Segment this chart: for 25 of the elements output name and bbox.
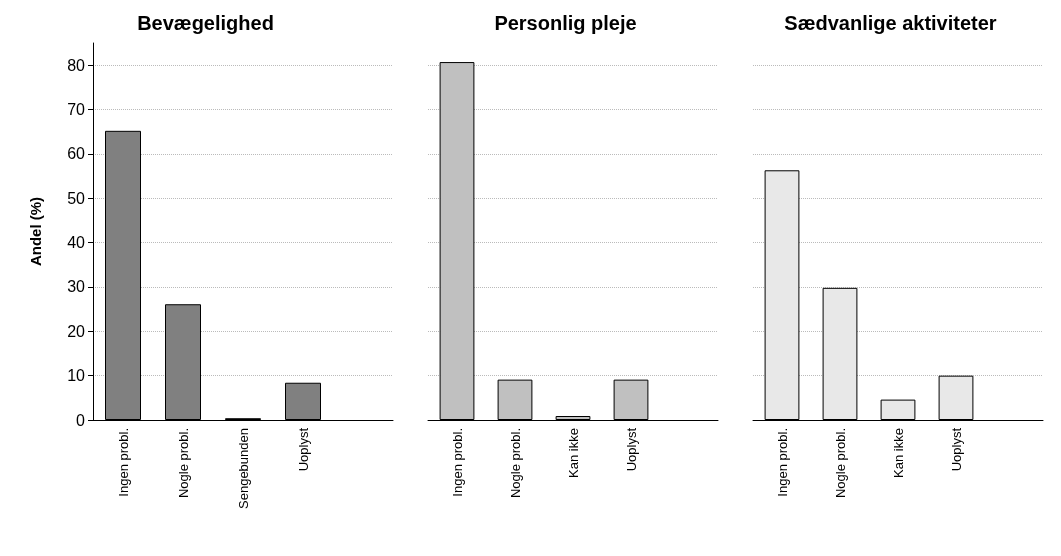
x-tick-label: Kan ikke <box>890 428 906 478</box>
x-tick-label: Uoplyst <box>623 427 639 472</box>
y-tick-label: 80 <box>67 56 86 74</box>
y-tick-label: 20 <box>67 322 86 340</box>
y-tick-label: 30 <box>67 278 86 296</box>
y-tick-label: 10 <box>67 367 86 385</box>
y-tick-label: 60 <box>67 145 86 163</box>
x-tick-label: Uoplyst <box>295 427 311 472</box>
x-tick-label: Uoplyst <box>948 427 964 472</box>
x-tick-label: Nogle probl. <box>175 428 191 499</box>
x-tick-label: Ingen probl. <box>115 428 131 497</box>
x-tick-label: Sengebunden <box>235 428 251 509</box>
x-tick-label: Kan ikke <box>565 428 581 478</box>
y-tick-label: 70 <box>67 101 86 119</box>
y-tick-label: 50 <box>67 189 86 207</box>
y-tick-label: 0 <box>76 411 86 429</box>
x-tick-label: Nogle probl. <box>832 428 848 499</box>
x-tick-label: Nogle probl. <box>507 428 523 499</box>
x-tick-label: Ingen probl. <box>449 428 465 497</box>
x-tick-label: Ingen probl. <box>774 428 790 497</box>
y-axis-title: Andel (%) <box>27 196 44 267</box>
y-tick-label: 40 <box>67 234 86 252</box>
chart-title: Sædvanlige aktiviteter <box>784 12 997 34</box>
chart-title: Bevægelighed <box>137 12 274 34</box>
chart-title: Personlig pleje <box>494 12 637 34</box>
